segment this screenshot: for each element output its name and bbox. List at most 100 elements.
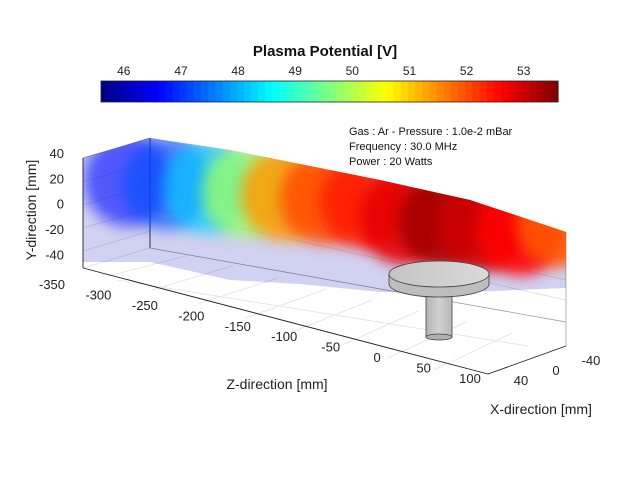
colorbar-cell	[108, 81, 116, 102]
z-tick-label: -200	[178, 308, 204, 323]
colorbar-cell	[479, 81, 488, 102]
colorbar-cell	[243, 81, 252, 102]
y-tick-label: 20	[50, 171, 64, 186]
colorbar-cell	[193, 81, 202, 102]
annotation-gas: Gas : Ar - Pressure : 1.0e-2 mBar	[349, 126, 513, 138]
colorbar-cell	[165, 81, 174, 102]
y-tick-label: 0	[57, 197, 64, 212]
colorbar-tick-label: 52	[460, 64, 474, 78]
colorbar-tick-label: 53	[517, 64, 531, 78]
colorbar-cell	[386, 81, 395, 102]
annotation-power: Power : 20 Watts	[349, 156, 433, 168]
colorbar-cell	[150, 81, 159, 102]
colorbar-cell	[293, 81, 302, 102]
colorbar-cell	[258, 81, 266, 102]
y-tick-label: -40	[45, 247, 64, 262]
colorbar-cell	[279, 81, 288, 102]
colorbar-cell	[508, 81, 516, 102]
colorbar-cell	[143, 81, 152, 102]
z-tick-label: -50	[321, 340, 340, 355]
electrode-disk-top	[388, 260, 490, 288]
colorbar-cell	[172, 81, 181, 102]
colorbar-cell	[365, 81, 373, 102]
colorbar-cell	[393, 81, 402, 102]
colorbar-cell	[550, 81, 559, 102]
colorbar-tick-label: 49	[289, 64, 303, 78]
x-tick-label: 40	[514, 373, 528, 388]
colorbar-cell	[429, 81, 438, 102]
electrode-stem-base	[425, 333, 453, 341]
colorbar-cell	[372, 81, 381, 102]
colorbar-tick-label: 47	[174, 64, 188, 78]
colorbar-cell	[308, 81, 316, 102]
colorbar-cell	[472, 81, 481, 102]
z-tick-label: -250	[132, 298, 158, 313]
z-tick-label: -100	[271, 329, 297, 344]
surface-sample	[516, 175, 566, 268]
colorbar-cell	[522, 81, 531, 102]
z-axis-label: Z-direction [mm]	[226, 376, 327, 392]
colorbar-cell	[186, 81, 195, 102]
y-tick-labels: 40 20 0 -20 -40	[45, 146, 64, 262]
chart-title: Plasma Potential [V]	[253, 43, 397, 60]
colorbar-cell	[415, 81, 423, 102]
annotation-frequency: Frequency : 30.0 MHz	[349, 141, 457, 153]
colorbar-tick-label: 51	[403, 64, 417, 78]
colorbar	[100, 80, 559, 103]
colorbar-cell	[422, 81, 431, 102]
colorbar-cell	[115, 81, 124, 102]
x-tick-label: -40	[582, 353, 601, 368]
colorbar-cell	[222, 81, 231, 102]
x-axis-label: X-direction [mm]	[490, 401, 592, 417]
colorbar-cell	[543, 81, 552, 102]
colorbar-tick-label: 48	[231, 64, 245, 78]
colorbar-cell	[122, 81, 131, 102]
z-tick-label: -300	[85, 287, 111, 302]
colorbar-cell	[443, 81, 452, 102]
colorbar-cell	[515, 81, 523, 102]
x-tick-labels: 40 0 -40	[514, 353, 601, 388]
colorbar-cell	[379, 81, 388, 102]
z-tick-label: -150	[225, 319, 251, 334]
colorbar-cell	[358, 81, 366, 102]
electrode	[388, 260, 490, 341]
colorbar-cell	[229, 81, 238, 102]
z-tick-labels: -350 -300 -250 -200 -150 -100 -50 0 50 100	[39, 277, 481, 386]
colorbar-tick-label: 50	[346, 64, 360, 78]
colorbar-cell	[450, 81, 459, 102]
colorbar-cell	[350, 81, 359, 102]
colorbar-cell	[250, 81, 259, 102]
colorbar-cell	[329, 81, 338, 102]
colorbar-cell	[200, 81, 209, 102]
colorbar-cell	[265, 81, 273, 102]
colorbar-cell	[458, 81, 466, 102]
colorbar-cell	[179, 81, 188, 102]
colorbar-cell	[129, 81, 138, 102]
z-tick-label: 50	[416, 361, 430, 376]
colorbar-cell	[400, 81, 409, 102]
colorbar-cell	[215, 81, 223, 102]
colorbar-cell	[529, 81, 538, 102]
colorbar-cell	[208, 81, 216, 102]
colorbar-tick-label: 46	[117, 64, 131, 78]
colorbar-cell	[536, 81, 545, 102]
colorbar-cell	[236, 81, 245, 102]
colorbar-cell	[465, 81, 473, 102]
y-tick-label: -20	[45, 222, 64, 237]
y-tick-label: 40	[50, 146, 64, 161]
colorbar-cell	[136, 81, 145, 102]
colorbar-cell	[272, 81, 281, 102]
colorbar-cell	[286, 81, 295, 102]
colorbar-cell	[300, 81, 309, 102]
colorbar-cell	[486, 81, 495, 102]
x-tick-label: 0	[552, 363, 559, 378]
colorbar-cell	[158, 81, 166, 102]
z-tick-label: -350	[39, 277, 65, 292]
z-tick-label: 0	[373, 350, 380, 365]
z-tick-label: 100	[459, 371, 481, 386]
colorbar-cell	[336, 81, 345, 102]
colorbar-cell	[315, 81, 323, 102]
colorbar-cell	[493, 81, 502, 102]
